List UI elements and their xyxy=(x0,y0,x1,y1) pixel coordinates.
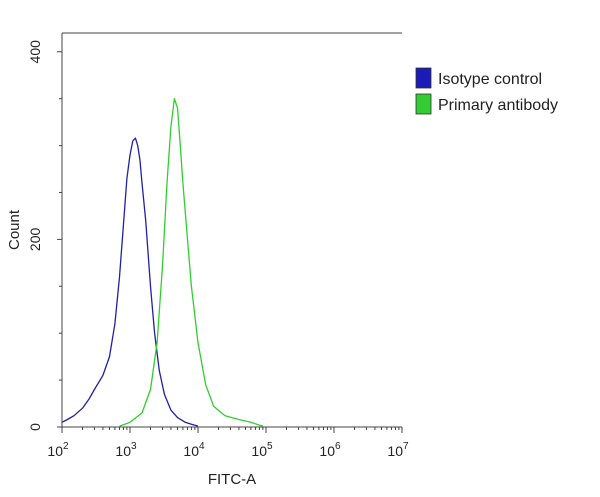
x-tick-label: 106 xyxy=(319,441,341,459)
series-line-primary-antibody xyxy=(119,98,264,427)
y-tick-label: 400 xyxy=(27,40,43,64)
series-line-isotype-control xyxy=(61,137,199,427)
x-tick-label: 102 xyxy=(47,441,69,459)
x-tick-label: 107 xyxy=(387,441,409,459)
legend-swatch xyxy=(415,67,432,89)
y-axis-title: Count xyxy=(6,209,23,250)
x-tick-label: 105 xyxy=(251,441,273,459)
legend-label: Primary antibody xyxy=(438,97,558,114)
x-axis-title: FITC-A xyxy=(208,471,256,488)
legend-swatch xyxy=(415,93,432,115)
y-tick-label: 200 xyxy=(27,227,43,251)
legend-label: Isotype control xyxy=(438,71,542,88)
x-tick-label: 104 xyxy=(183,441,205,459)
x-tick-label: 103 xyxy=(115,441,137,459)
y-tick-label: 0 xyxy=(27,423,43,431)
